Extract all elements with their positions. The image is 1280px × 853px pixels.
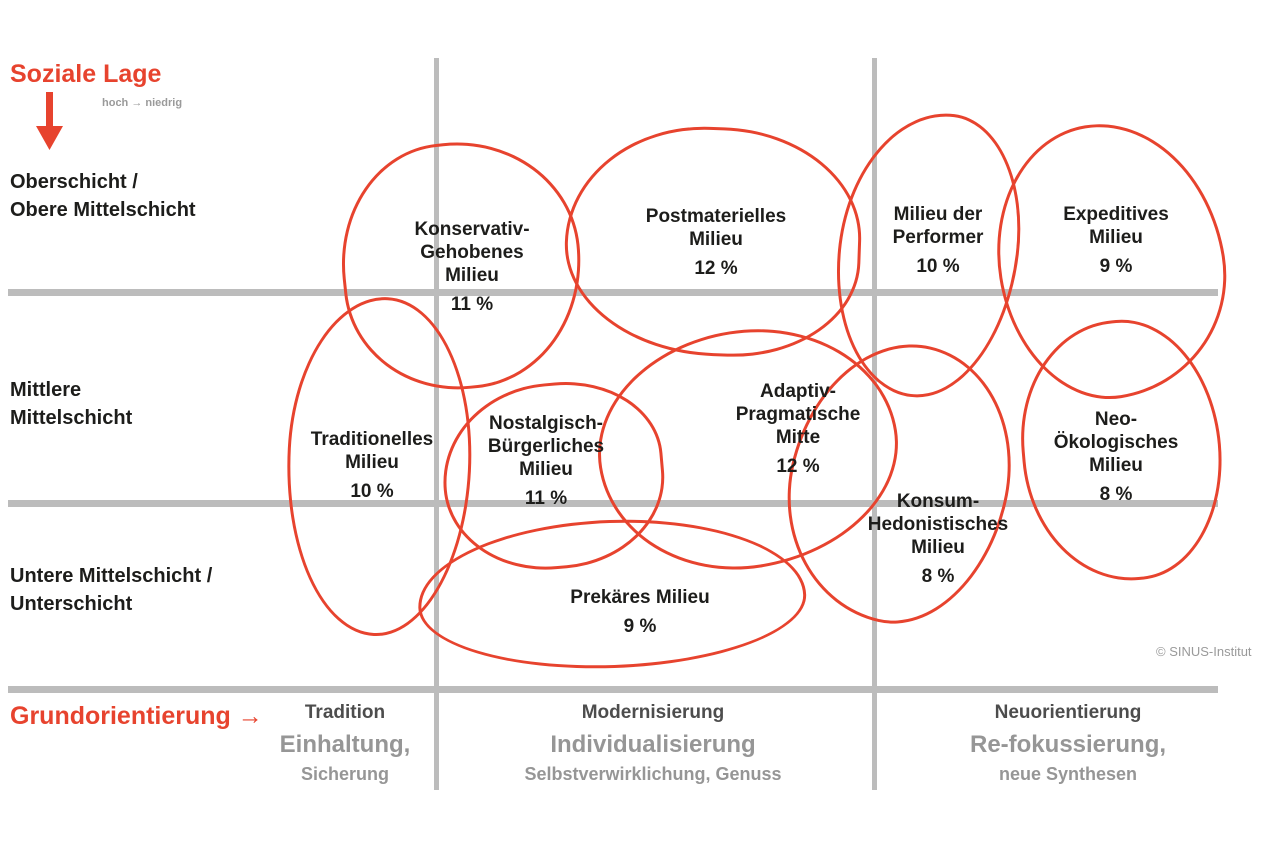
column-label-tradition: Tradition Einhaltung, Sicherung xyxy=(280,702,411,785)
milieu-name-line: Milieu xyxy=(519,459,573,480)
milieu-name-line: Konsum- xyxy=(896,491,980,512)
milieu-name-line: Milieu xyxy=(689,229,743,250)
column-header: Neuorientierung xyxy=(994,702,1142,723)
milieu-name-line: Gehobenes xyxy=(420,242,524,263)
milieu-share: 12 % xyxy=(694,258,738,279)
row-label-line: Oberschicht / xyxy=(10,171,138,193)
row-label-line: Mittlere xyxy=(10,379,82,401)
milieu-label-expeditives: Expeditives Milieu 9 % xyxy=(1063,203,1169,278)
milieu-name-line: Pragmatische xyxy=(735,404,861,425)
milieu-label-nostalgisch-buergerliches: Nostalgisch- Bürgerliches Milieu 11 % xyxy=(488,412,604,510)
milieu-name-line: Adaptiv- xyxy=(760,381,836,402)
column-label-modernisierung: Modernisierung Individualisierung Selbst… xyxy=(524,702,781,785)
x-axis-title: Grundorientierung → xyxy=(10,702,263,731)
y-axis-note: hoch → niedrig xyxy=(102,97,183,109)
column-label-neuorientierung: Neuorientierung Re-fokussierung, neue Sy… xyxy=(970,702,1166,785)
milieu-share: 11 % xyxy=(524,488,568,509)
milieu-name-line: Hedonistisches xyxy=(867,514,1009,535)
milieu-name-line: Postmaterielles xyxy=(645,206,787,227)
row-label-mittlere-mittelschicht: Mittlere Mittelschicht xyxy=(10,376,132,432)
milieu-label-performer: Milieu der Performer 10 % xyxy=(893,203,984,278)
column-subline: Sicherung xyxy=(300,764,389,784)
row-label-line: Obere Mittelschicht xyxy=(10,199,196,221)
column-keyword: Individualisierung xyxy=(550,731,756,758)
row-label-line: Mittelschicht xyxy=(10,407,133,429)
milieu-share: 10 % xyxy=(916,256,960,277)
milieu-label-konsum-hedonistisches: Konsum- Hedonistisches Milieu 8 % xyxy=(868,490,1008,588)
credit-text: © SINUS-Institut xyxy=(1156,644,1252,659)
milieu-share: 10 % xyxy=(350,481,394,502)
milieu-name-line: Milieu xyxy=(1089,227,1143,248)
y-axis-title: Soziale Lage xyxy=(10,60,162,88)
milieu-name-line: Expeditives xyxy=(1063,204,1169,225)
grid-line-vertical-1 xyxy=(434,58,439,790)
milieu-label-postmaterielles: Postmaterielles Milieu 12 % xyxy=(646,205,786,280)
milieu-share: 8 % xyxy=(921,566,955,587)
milieu-share: 9 % xyxy=(623,616,657,637)
grid-line-horizontal-1 xyxy=(8,289,1218,296)
milieu-label-adaptiv-pragmatische-mitte: Adaptiv- Pragmatische Mitte 12 % xyxy=(736,380,861,478)
milieu-label-neo-oekologisches: Neo- Ökologisches Milieu 8 % xyxy=(1054,408,1179,506)
milieu-name-line: Prekäres Milieu xyxy=(570,587,710,608)
milieu-name-line: Neo- xyxy=(1094,409,1138,430)
row-label-line: Unterschicht xyxy=(10,593,133,615)
milieu-name-line: Mitte xyxy=(775,427,821,448)
column-header: Tradition xyxy=(304,702,386,723)
milieu-name-line: Nostalgisch- xyxy=(488,413,604,434)
milieu-name-line: Performer xyxy=(892,227,984,248)
milieu-name-line: Milieu xyxy=(345,452,399,473)
milieu-name-line: Konservativ- xyxy=(414,219,530,240)
column-header: Modernisierung xyxy=(581,702,725,723)
column-keyword: Einhaltung, xyxy=(279,731,411,758)
right-arrow-icon: → xyxy=(237,702,263,730)
milieu-share: 8 % xyxy=(1099,484,1133,505)
milieu-name-line: Milieu xyxy=(911,537,965,558)
grid-line-horizontal-2 xyxy=(8,500,1218,507)
milieu-label-konservativ-gehobenes: Konservativ- Gehobenes Milieu 11 % xyxy=(414,218,529,316)
milieu-label-prekaeres: Prekäres Milieu 9 % xyxy=(570,586,709,638)
column-subline: neue Synthesen xyxy=(998,764,1138,784)
column-subline: Selbstverwirklichung, Genuss xyxy=(524,764,782,784)
milieu-share: 12 % xyxy=(776,456,820,477)
milieu-name-line: Ökologisches xyxy=(1053,432,1179,453)
row-label-line: Untere Mittelschicht / xyxy=(10,565,213,587)
grid-line-horizontal-3 xyxy=(8,686,1218,693)
milieu-label-traditionelles: Traditionelles Milieu 10 % xyxy=(311,428,433,503)
milieu-name-line: Bürgerliches xyxy=(487,436,605,457)
row-label-oberschicht: Oberschicht / Obere Mittelschicht xyxy=(10,168,196,224)
row-label-unterschicht: Untere Mittelschicht / Unterschicht xyxy=(10,562,212,618)
column-keyword: Re-fokussierung, xyxy=(969,731,1167,758)
milieu-name-line: Milieu xyxy=(445,265,499,286)
milieu-share: 9 % xyxy=(1099,256,1133,277)
milieu-name-line: Milieu xyxy=(1089,455,1143,476)
grid-line-vertical-2 xyxy=(872,58,877,790)
down-arrow-icon xyxy=(36,92,63,155)
x-axis-title-text: Grundorientierung xyxy=(10,702,231,730)
milieu-name-line: Traditionelles xyxy=(310,429,434,450)
milieu-share: 11 % xyxy=(450,294,494,315)
milieu-name-line: Milieu der xyxy=(893,204,983,225)
